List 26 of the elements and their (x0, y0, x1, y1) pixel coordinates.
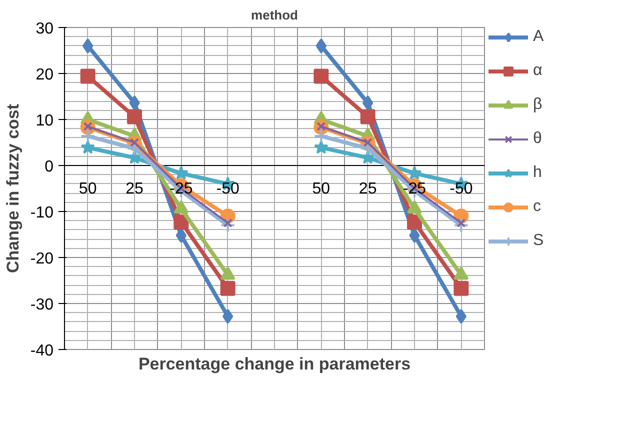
y-tick-label: -20 (30, 250, 54, 268)
y-tick-label: -10 (30, 204, 54, 222)
x-tick-label: 25 (358, 180, 377, 198)
y-tick-label: 20 (36, 66, 54, 84)
x-tick-label: -50 (216, 180, 240, 198)
legend-label: α (533, 62, 544, 80)
x-tick-label: -25 (170, 180, 193, 198)
legend-label: S (533, 232, 545, 250)
legend-label: A (533, 28, 545, 46)
x-tick-label: 50 (312, 180, 330, 198)
y-tick-label: -40 (30, 342, 54, 360)
x-tick-label: 50 (78, 180, 97, 198)
legend-label: h (533, 164, 543, 182)
x-tick-label: -25 (402, 180, 426, 198)
y-axis-title: Change in fuzzy cost (3, 104, 22, 274)
y-tick-label: 0 (44, 158, 54, 176)
chart-title: method (251, 8, 298, 22)
legend-label: θ (533, 130, 543, 148)
y-tick-label: 10 (36, 112, 54, 130)
y-tick-label: 30 (36, 20, 54, 38)
x-axis-title: Percentage change in parameters (138, 354, 411, 374)
x-tick-label: 25 (126, 180, 144, 198)
legend-label: c (533, 198, 542, 216)
y-tick-label: -30 (30, 296, 54, 314)
x-tick-label: -50 (450, 180, 473, 198)
legend-label: β (533, 96, 544, 114)
